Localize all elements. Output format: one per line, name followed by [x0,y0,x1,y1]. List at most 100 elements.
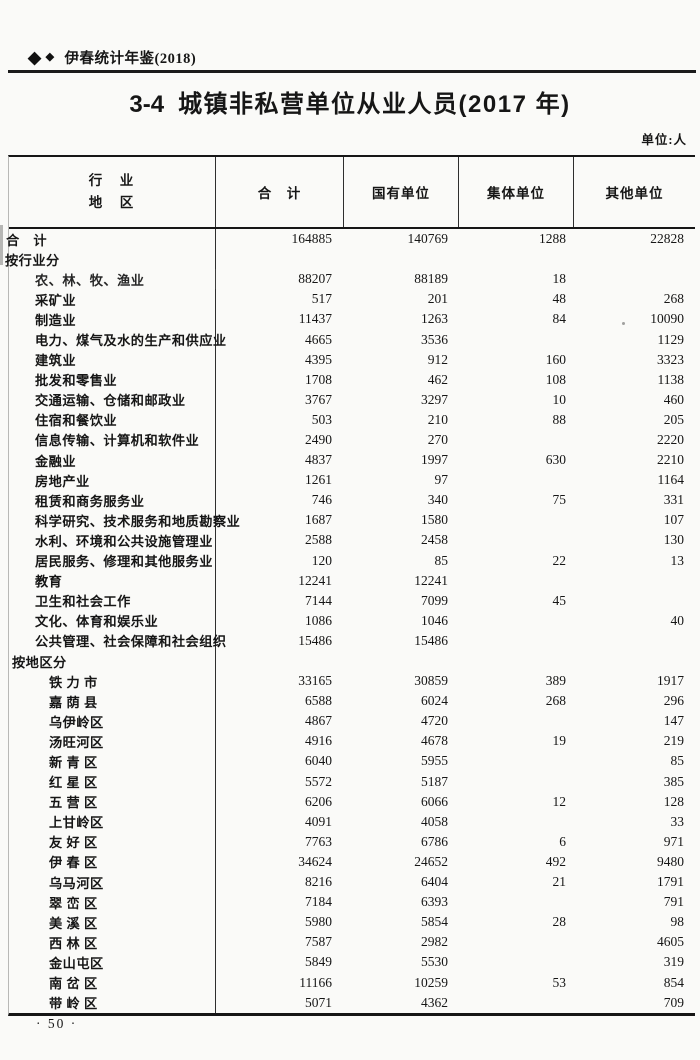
cell-state-owned: 912 [427,351,448,367]
table-row: 电力、煤气及水的生产和供应业 4665 3536 1129 [9,329,695,350]
table-row: 文化、体育和娱乐业 1086 1046 40 [9,610,695,631]
header-divider [8,70,696,73]
table-body: 合 计 164885 140769 1288 22828 按行业分 农、林、牧、渔业 8820… [5,229,695,1013]
row-header-line2: 地 区 [88,195,136,210]
row-label: 美 溪 区 [9,912,216,933]
cell-collective [459,510,574,530]
cell-other: 296 [663,693,684,709]
table-row: 带 岭 区 5071 4362 709 [9,992,695,1013]
cell-other: 128 [663,793,684,809]
cell-collective: 75 [552,492,567,508]
cell-state-owned: 1997 [421,452,448,468]
cell-collective: 630 [545,452,566,468]
table-row: 乌马河区 8216 6404 21 1791 [9,872,695,893]
table-row: 伊 春 区 34624 24652 492 9480 [9,851,695,872]
cell-other: 1917 [657,673,684,689]
table-row: 上甘岭区 4091 4058 33 [9,811,695,832]
cell-total: 6040 [305,753,332,769]
table-row: 公共管理、社会保障和社会组织 15486 15486 [9,630,695,651]
yearbook-title: 伊春统计年鉴(2018) [64,50,197,67]
unit-label: 单位:人 [641,133,687,147]
table-row: 采矿业 517 201 48 268 [9,289,695,310]
table-row: 住宿和餐饮业 503 210 88 205 [9,409,695,430]
row-label: 文化、体育和娱乐业 [9,610,216,631]
cell-total: 33165 [298,673,332,689]
row-label: 按行业分 [2,249,216,270]
cell-other: 13 [670,552,685,568]
cell-state-owned: 6786 [421,833,448,849]
cell-other: 98 [670,914,685,930]
cell-other: 9480 [657,853,684,869]
cell-collective: 389 [545,673,566,689]
cell-collective: 10 [552,391,567,407]
cell-other: 331 [663,492,684,508]
cell-other: 40 [670,612,685,628]
row-label: 制造业 [9,309,216,330]
table-row: 翠 峦 区 7184 6393 791 [9,892,695,913]
cell-other: 854 [663,974,684,990]
table-row: 信息传输、计算机和软件业 2490 270 2220 [9,429,695,451]
row-label: 西 林 区 [9,932,216,953]
cell-total: 11166 [299,974,332,990]
row-header-line1: 行 业 [88,173,136,188]
cell-state-owned: 5530 [421,954,448,970]
table-row: 卫生和社会工作 7144 7099 45 [9,590,695,611]
cell-state-owned [344,651,459,671]
cell-other: 107 [663,512,684,528]
cell-other: 85 [670,753,685,769]
cell-collective: 48 [552,291,567,307]
cell-state-owned: 5854 [421,914,448,930]
cell-other: 385 [663,773,684,789]
cell-collective: 84 [552,311,567,327]
row-label: 五 营 区 [9,791,216,812]
row-label: 嘉 荫 县 [9,691,216,712]
table-row: 水利、环境和公共设施管理业 2588 2458 130 [9,530,695,551]
table-row: 红 星 区 5572 5187 385 [9,771,695,792]
table-row: 金山屯区 5849 5530 319 [9,952,695,973]
cell-collective: 22 [552,552,567,568]
column-header-other: 其他单位 [605,186,664,201]
cell-state-owned: 140769 [407,231,449,247]
cell-total: 5980 [305,914,332,930]
row-label: 带 岭 区 [9,992,216,1013]
cell-other: 1129 [657,331,685,347]
cell-collective [459,651,574,671]
cell-state-owned: 10259 [414,974,448,990]
cell-other: 147 [663,713,684,729]
table-row: 租赁和商务服务业 746 340 75 331 [9,490,695,511]
cell-state-owned: 210 [427,411,448,427]
column-header-collective: 集体单位 [459,157,574,227]
cell-total: 7144 [305,592,332,608]
table-row: 批发和零售业 1708 462 108 1138 [9,369,695,390]
row-label: 金山屯区 [9,952,216,973]
cell-state-owned: 6404 [421,874,448,890]
scan-edge-artifact [0,225,3,265]
cell-total: 7587 [305,934,332,950]
cell-collective: 28 [552,914,567,930]
cell-total: 1708 [305,371,332,387]
cell-collective: 12 [552,793,567,809]
table-row: 按地区分 [9,650,695,672]
cell-collective [459,932,574,952]
row-label: 合 计 [3,229,216,250]
table-row: 南 岔 区 11166 10259 53 854 [9,972,695,993]
cell-collective: 6 [559,833,566,849]
table-row: 美 溪 区 5980 5854 28 98 [9,912,695,933]
cell-other: 4605 [657,934,684,950]
diamond-icon: ◆ [45,50,55,63]
table-title-text: 城镇非私营单位从业人员(2017 年) [178,91,571,118]
cell-total: 6206 [305,793,332,809]
cell-collective [459,631,574,651]
cell-collective: 19 [552,733,567,749]
row-label: 乌马河区 [9,872,216,893]
cell-state-owned: 1580 [421,512,448,528]
cell-total: 6588 [305,693,332,709]
row-label: 按地区分 [9,650,216,672]
table-row: 居民服务、修理和其他服务业 120 85 22 13 [9,550,695,571]
column-header-state-owned: 国有单位 [344,157,459,227]
row-label: 水利、环境和公共设施管理业 [9,530,216,551]
cell-total [216,249,344,269]
diamond-icon: ◆ [28,47,42,67]
cell-state-owned: 5187 [421,773,448,789]
cell-other: 2220 [657,431,684,447]
